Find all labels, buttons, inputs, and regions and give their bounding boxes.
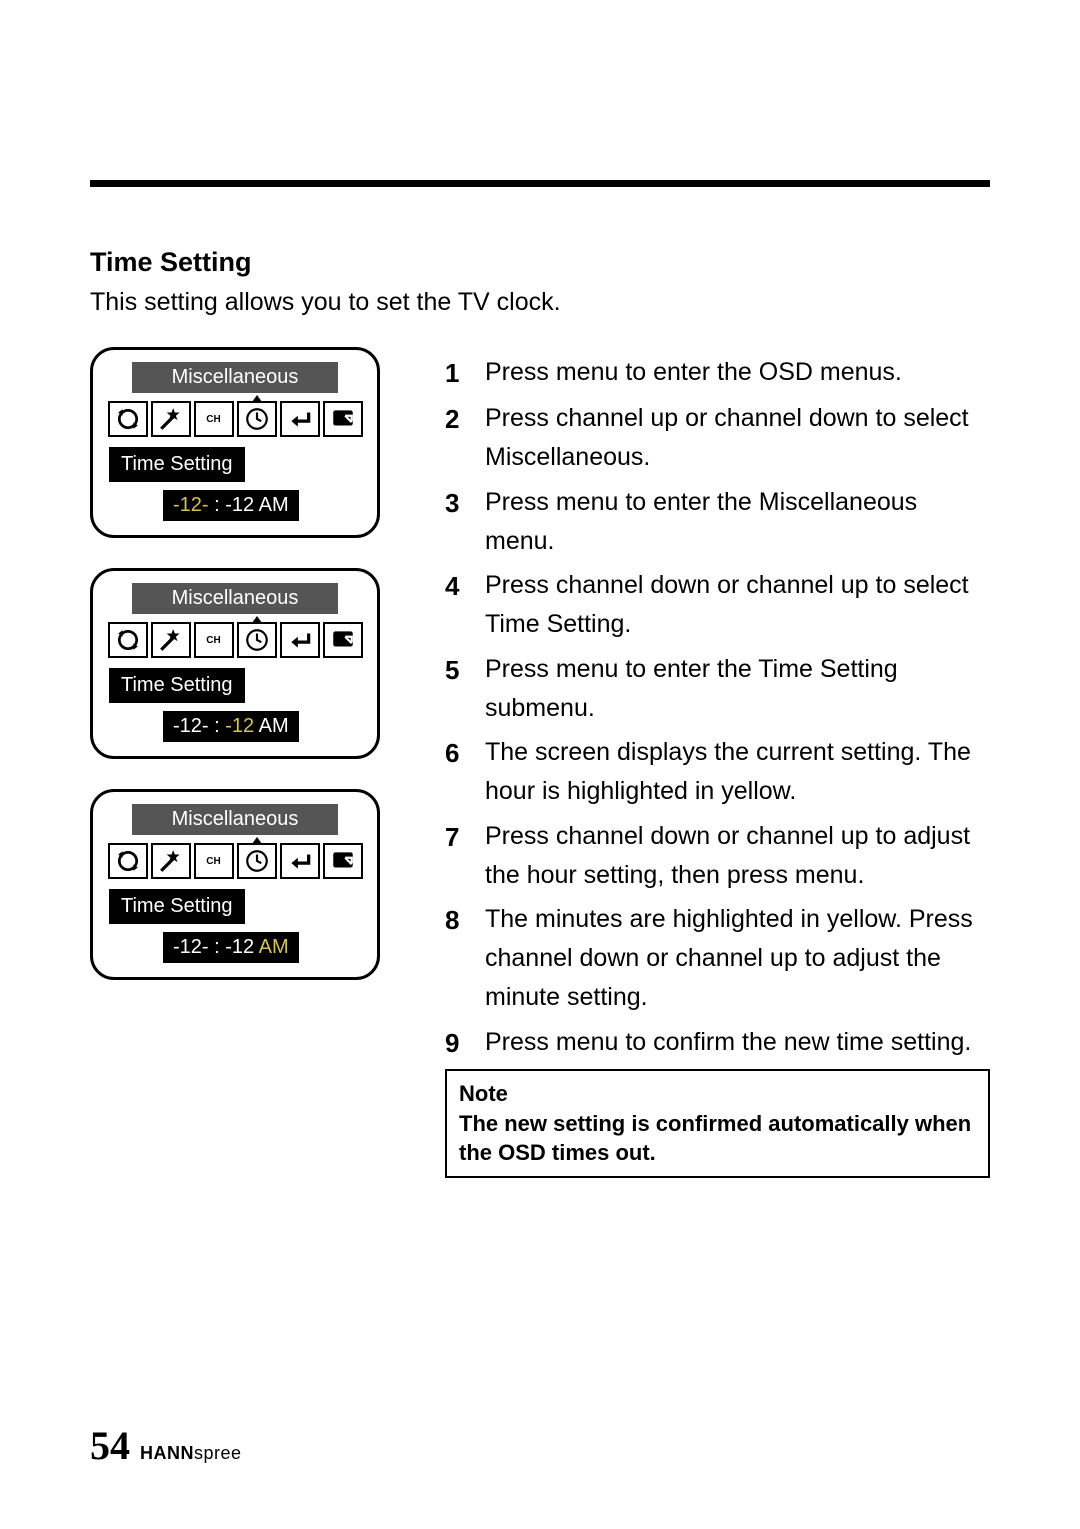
return-icon	[280, 843, 320, 879]
loop-icon	[108, 401, 148, 437]
osd-subtitle: Time Setting	[109, 889, 245, 924]
osd-hour-hl: -12-	[173, 494, 209, 516]
osd-ampm-hl: AM	[254, 936, 288, 958]
page-number: 54	[90, 1422, 130, 1469]
osd-hour: -12-	[173, 715, 209, 737]
step-item: 5 Press menu to enter the Time Setting su…	[445, 650, 990, 728]
step-item: 8The minutes are highlighted in yellow. …	[445, 900, 990, 1016]
step-item: 2 Press channel up or channel down to sel…	[445, 399, 990, 477]
step-item: 7 Press channel down or channel up to adj…	[445, 817, 990, 895]
steps-column: 1 Press menu to enter the OSD menus. 2 Pre…	[445, 347, 990, 1178]
osd-hour: -12-	[173, 936, 209, 958]
step-num: 1	[445, 353, 465, 393]
ch-icon: CH	[194, 401, 234, 437]
osd-title: Miscellaneous	[132, 583, 338, 614]
step-num: 5	[445, 650, 465, 728]
ch-icon: CH	[194, 622, 234, 658]
step-item: 1 Press menu to enter the OSD menus.	[445, 353, 990, 393]
loop-icon	[108, 622, 148, 658]
steps-list: 1 Press menu to enter the OSD menus. 2 Pre…	[445, 353, 990, 1063]
osd-icon-row: CH	[103, 843, 367, 879]
step-item: 4 Press channel down or channel up to sel…	[445, 566, 990, 644]
top-rule	[90, 180, 990, 187]
step-num: 9	[445, 1023, 465, 1063]
step-text: Press menu to confirm the new time setti…	[485, 1023, 971, 1063]
brand: HANNspree	[140, 1443, 242, 1464]
step-text: The screen displays the current setting.…	[485, 733, 990, 811]
brand-light: spree	[194, 1443, 242, 1463]
osd-value: -12- : -12 AM	[163, 490, 299, 521]
step-text: Press menu to enter the OSD menus.	[485, 353, 902, 393]
osd-icon-row: CH	[103, 622, 367, 658]
pip-exit-icon	[323, 622, 363, 658]
step-text: The minutes are highlighted in yellow. P…	[485, 900, 990, 1016]
brand-bold: HANN	[140, 1443, 194, 1463]
osd-panel-3: Miscellaneous CH Time Setting -12- : -12…	[90, 789, 380, 980]
note-box: Note The new setting is confirmed automa…	[445, 1069, 990, 1178]
ch-icon: CH	[194, 843, 234, 879]
clock-icon	[237, 843, 277, 879]
step-text: Press channel down or channel up to adju…	[485, 817, 990, 895]
osd-subtitle: Time Setting	[109, 447, 245, 482]
step-item: 3 Press menu to enter the Miscellaneous m…	[445, 483, 990, 561]
step-num: 7	[445, 817, 465, 895]
note-title: Note	[459, 1079, 976, 1109]
pip-exit-icon	[323, 401, 363, 437]
section-heading: Time Setting	[90, 247, 990, 278]
note-body: The new setting is confirmed automatical…	[459, 1109, 976, 1168]
osd-value: -12- : -12 AM	[163, 711, 299, 742]
osd-title: Miscellaneous	[132, 362, 338, 393]
osd-panel-1: Miscellaneous CH Time Setting -12- : -12…	[90, 347, 380, 538]
step-text: Press menu to enter the Miscellaneous me…	[485, 483, 990, 561]
wand-star-icon	[151, 401, 191, 437]
pip-exit-icon	[323, 843, 363, 879]
osd-ampm: AM	[254, 494, 288, 516]
osd-value: -12- : -12 AM	[163, 932, 299, 963]
osd-title: Miscellaneous	[132, 804, 338, 835]
return-icon	[280, 401, 320, 437]
step-text: Press menu to enter the Time Setting sub…	[485, 650, 990, 728]
return-icon	[280, 622, 320, 658]
content-row: Miscellaneous CH Time Setting -12- : -12…	[90, 347, 990, 1178]
osd-subtitle: Time Setting	[109, 668, 245, 703]
osd-min: -12	[225, 494, 254, 516]
wand-star-icon	[151, 622, 191, 658]
osd-icon-row: CH	[103, 401, 367, 437]
intro-text: This setting allows you to set the TV cl…	[90, 288, 990, 317]
step-num: 2	[445, 399, 465, 477]
step-num: 3	[445, 483, 465, 561]
osd-sep: :	[209, 936, 226, 958]
osd-panel-2: Miscellaneous CH Time Setting -12- : -12…	[90, 568, 380, 759]
wand-star-icon	[151, 843, 191, 879]
step-num: 6	[445, 733, 465, 811]
osd-min-hl: -12	[225, 715, 254, 737]
osd-column: Miscellaneous CH Time Setting -12- : -12…	[90, 347, 390, 1178]
step-num: 4	[445, 566, 465, 644]
osd-min: -12	[225, 936, 254, 958]
step-item: 9 Press menu to confirm the new time sett…	[445, 1023, 990, 1063]
osd-sep: :	[209, 715, 226, 737]
clock-icon	[237, 401, 277, 437]
loop-icon	[108, 843, 148, 879]
osd-sep: :	[209, 494, 226, 516]
step-text: Press channel up or channel down to sele…	[485, 399, 990, 477]
footer: 54 HANNspree	[90, 1422, 242, 1469]
step-item: 6 The screen displays the current setting…	[445, 733, 990, 811]
clock-icon	[237, 622, 277, 658]
osd-ampm: AM	[254, 715, 288, 737]
step-num: 8	[445, 900, 465, 1016]
step-text: Press channel down or channel up to sele…	[485, 566, 990, 644]
